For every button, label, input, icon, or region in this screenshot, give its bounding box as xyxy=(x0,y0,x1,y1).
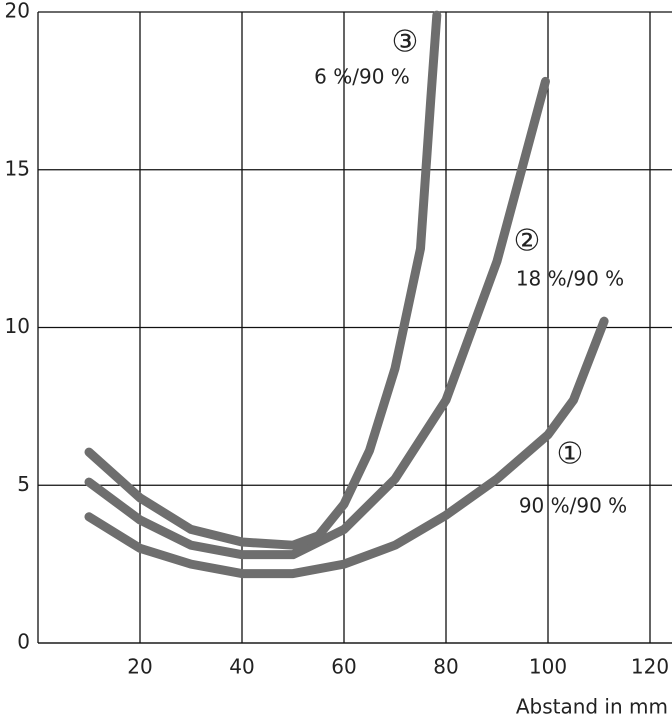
y-tick-label: 5 xyxy=(17,472,30,496)
series-marker: ② xyxy=(514,224,541,259)
y-tick-label: 0 xyxy=(17,630,30,654)
line xyxy=(84,10,442,550)
x-tick-label: 20 xyxy=(127,655,152,679)
x-tick-label: 120 xyxy=(631,655,669,679)
series-label: 18 %/90 % xyxy=(516,267,624,291)
y-tick-label: 15 xyxy=(5,156,30,180)
line xyxy=(84,316,609,579)
line xyxy=(84,76,550,560)
x-tick-label: 100 xyxy=(529,655,567,679)
y-tick-label: 10 xyxy=(5,314,30,338)
series-label: 6 %/90 % xyxy=(314,65,410,89)
x-tick-label: 40 xyxy=(229,655,254,679)
x-tick-label: 80 xyxy=(433,655,458,679)
y-tick-label: 20 xyxy=(5,0,30,23)
series-label: 90 %/90 % xyxy=(519,494,627,518)
series-marker: ① xyxy=(557,437,584,472)
x-axis-label: Abstand in mm xyxy=(516,695,668,719)
series-marker: ③ xyxy=(392,25,419,60)
x-tick-label: 60 xyxy=(331,655,356,679)
